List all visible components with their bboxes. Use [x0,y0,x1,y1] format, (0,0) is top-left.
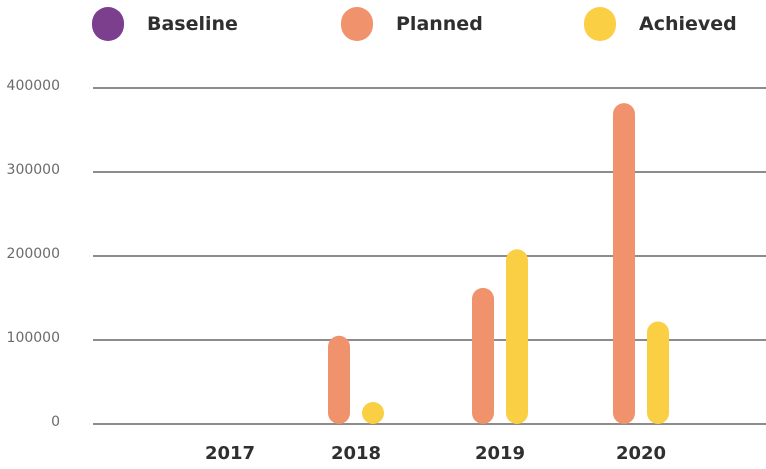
legend-label-planned: Planned [396,13,483,35]
y-tick-label: 200000 [7,246,60,262]
x-tick-label: 2020 [616,443,666,464]
legend-label-achieved: Achieved [639,13,737,35]
legend-swatch-achieved [584,7,616,41]
y-axis: 0 100000 200000 300000 400000 [7,78,60,430]
bar-planned-2019 [472,287,494,424]
chart-legend: Baseline Planned Achieved [92,7,737,41]
x-tick-label: 2018 [331,443,381,464]
legend-label-baseline: Baseline [147,13,238,35]
y-tick-label: 400000 [7,78,60,94]
bar-planned-2018 [328,335,350,424]
bar-achieved-2020 [647,321,669,424]
legend-swatch-baseline [92,7,124,41]
x-tick-label: 2019 [475,443,525,464]
y-tick-label: 0 [51,414,60,430]
bar-achieved-2019 [506,249,528,424]
legend-swatch-planned [341,7,373,41]
chart-bars [328,103,669,425]
x-axis: 2017 2018 2019 2020 [205,443,666,464]
bar-planned-2020 [613,103,635,425]
y-tick-label: 100000 [7,330,60,346]
bar-achieved-2018 [362,402,384,424]
x-tick-label: 2017 [205,443,255,464]
y-tick-label: 300000 [7,162,60,178]
